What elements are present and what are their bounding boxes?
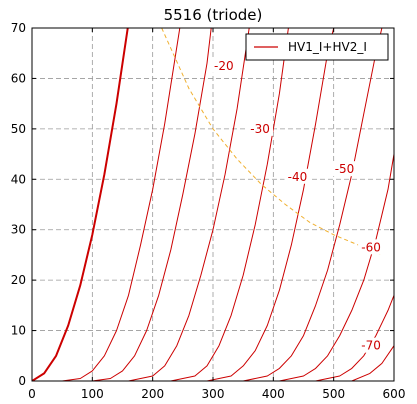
plate-curve-7	[243, 28, 383, 381]
x-tick-label: 300	[202, 387, 225, 401]
curve-label-bg	[331, 161, 358, 177]
x-tick-label: 400	[262, 387, 285, 401]
y-tick-label: 50	[11, 122, 26, 136]
chart-title: 5516 (triode)	[164, 6, 263, 24]
curve-label-bg	[247, 120, 274, 136]
plate-curve-4	[128, 28, 250, 381]
plate-curves	[32, 28, 394, 381]
y-tick-label: 20	[11, 273, 26, 287]
plate-curve-1	[32, 28, 129, 381]
x-tick-label: 200	[141, 387, 164, 401]
y-tick-label: 70	[11, 21, 26, 35]
y-tick-label: 60	[11, 71, 26, 85]
axis-ticks: 0 100 200 300 400 500 600 0 10 20 30 40 50 60 70	[11, 21, 406, 401]
y-tick-label: 30	[11, 223, 26, 237]
plate-curve-2	[62, 28, 181, 381]
x-tick-label: 0	[28, 387, 36, 401]
load-line-group	[161, 28, 383, 256]
x-tick-label: 100	[81, 387, 104, 401]
curve-labels: -20 -30 -40 -50 -60 -70	[210, 57, 385, 353]
curve-label: -20	[214, 59, 234, 73]
y-tick-label: 0	[18, 374, 26, 388]
legend: HV1_I+HV2_I	[245, 33, 389, 61]
x-tick-label: 500	[322, 387, 345, 401]
plate-curve-9	[315, 295, 394, 381]
plate-curve-6	[206, 28, 335, 381]
curve-label-bg	[358, 239, 385, 255]
curve-label: -50	[335, 162, 355, 176]
x-tick-label: 600	[383, 387, 406, 401]
legend-entry-label: HV1_I+HV2_I	[288, 40, 367, 54]
y-tick-label: 40	[11, 172, 26, 186]
plate-curve-3	[92, 28, 212, 381]
curve-label-bg	[210, 57, 237, 73]
curve-label: -60	[361, 240, 381, 254]
y-tick-label: 10	[11, 324, 26, 338]
curve-label: -30	[250, 122, 270, 136]
curve-label: -70	[361, 339, 381, 353]
plate-curve-5	[170, 28, 289, 381]
curve-label-bg	[358, 337, 385, 353]
curve-label: -40	[288, 170, 308, 184]
curve-label-bg	[284, 168, 311, 184]
load-line	[161, 28, 383, 256]
plate-curve-8	[279, 154, 394, 381]
plate-curve-10	[351, 345, 394, 381]
